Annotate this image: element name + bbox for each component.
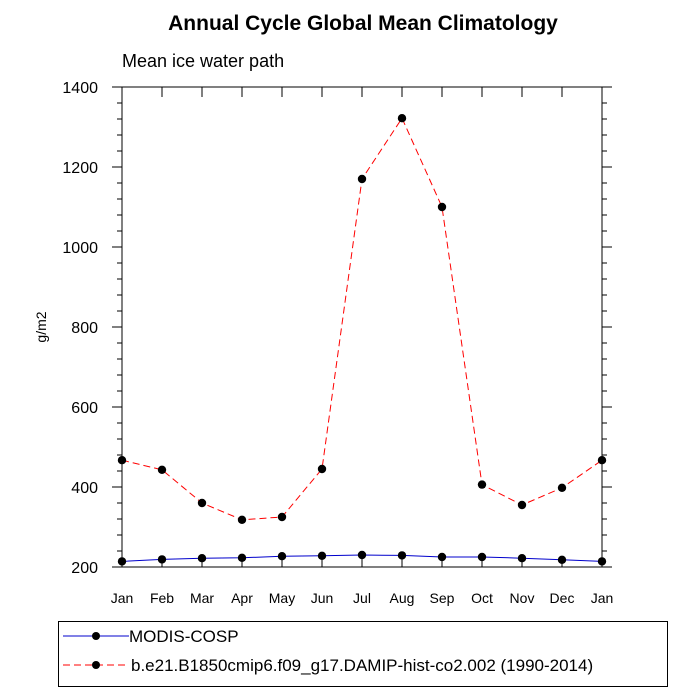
x-tick-label: Nov — [510, 590, 535, 606]
legend-graphic: MODIS-COSP b.e21.B1850cmip6.f09_g17.DAMI… — [63, 627, 593, 675]
y-tick-label: 1400 — [62, 80, 98, 97]
chart-subtitle: Mean ice water path — [122, 51, 284, 71]
data-point-series-0 — [477, 552, 487, 562]
data-point-series-0 — [237, 553, 247, 562]
x-tick-label: Feb — [150, 590, 174, 606]
data-point-series-0 — [437, 552, 447, 562]
data-point-series-1 — [397, 114, 407, 123]
data-point-series-1 — [437, 202, 447, 212]
data-point-series-1 — [477, 480, 487, 489]
y-tick-labels: 200 400 600 800 1000 1200 1400 — [62, 80, 98, 577]
legend-swatch-marker-0 — [92, 632, 100, 640]
data-point-series-0 — [557, 555, 567, 564]
data-point-series-1 — [117, 456, 127, 465]
data-point-series-1 — [317, 464, 327, 474]
x-tick-label: May — [269, 590, 295, 606]
series-lines — [121, 117, 603, 562]
x-tick-label: Jul — [353, 590, 371, 606]
axis-ticks — [112, 86, 612, 568]
data-point-series-0 — [117, 557, 127, 566]
data-point-series-0 — [517, 554, 527, 563]
y-tick-label: 800 — [71, 320, 98, 337]
legend-swatch-marker-1 — [92, 661, 100, 669]
data-point-series-1 — [597, 456, 607, 465]
y-tick-label: 400 — [71, 480, 98, 497]
data-point-series-1 — [277, 512, 287, 522]
chart-title: Annual Cycle Global Mean Climatology — [168, 12, 558, 35]
x-tick-label: Aug — [390, 590, 415, 606]
x-tick-label: Mar — [190, 590, 214, 606]
legend-label-0: MODIS-COSP — [129, 627, 239, 646]
y-tick-label: 200 — [71, 560, 98, 577]
x-tick-label: Apr — [231, 590, 253, 606]
plot-frame — [121, 86, 603, 568]
data-point-series-1 — [197, 498, 207, 508]
x-tick-label: Jun — [311, 590, 334, 606]
data-point-series-1 — [357, 174, 367, 184]
x-tick-label: Jan — [591, 590, 614, 606]
data-point-series-1 — [557, 483, 567, 492]
series-points — [117, 114, 607, 566]
data-point-series-0 — [397, 551, 407, 560]
data-point-series-0 — [157, 555, 167, 564]
data-point-series-0 — [357, 550, 367, 560]
legend: MODIS-COSP b.e21.B1850cmip6.f09_g17.DAMI… — [58, 621, 668, 687]
y-tick-label: 1000 — [62, 240, 98, 257]
x-tick-label: Oct — [471, 590, 493, 606]
data-point-series-1 — [157, 465, 167, 474]
y-tick-label: 1200 — [62, 160, 98, 177]
x-tick-label: Jan — [111, 590, 134, 606]
data-point-series-0 — [317, 551, 327, 560]
x-tick-label: Sep — [430, 590, 455, 606]
y-tick-label: 600 — [71, 400, 98, 417]
data-point-series-0 — [597, 557, 607, 566]
data-point-series-1 — [237, 515, 247, 524]
legend-label-1: b.e21.B1850cmip6.f09_g17.DAMIP-hist-co2.… — [131, 656, 593, 675]
y-axis-label: g/m2 — [33, 311, 49, 342]
x-tick-labels: Jan Feb Mar Apr May Jun Jul Aug Sep Oct Nov Dec Jan — [111, 590, 614, 606]
data-point-series-0 — [197, 554, 207, 563]
legend-entry-0: MODIS-COSP — [63, 627, 239, 646]
data-point-series-0 — [277, 552, 287, 561]
legend-entry-1: b.e21.B1850cmip6.f09_g17.DAMIP-hist-co2.… — [63, 656, 593, 675]
data-point-series-1 — [517, 500, 527, 510]
x-tick-label: Dec — [550, 590, 575, 606]
